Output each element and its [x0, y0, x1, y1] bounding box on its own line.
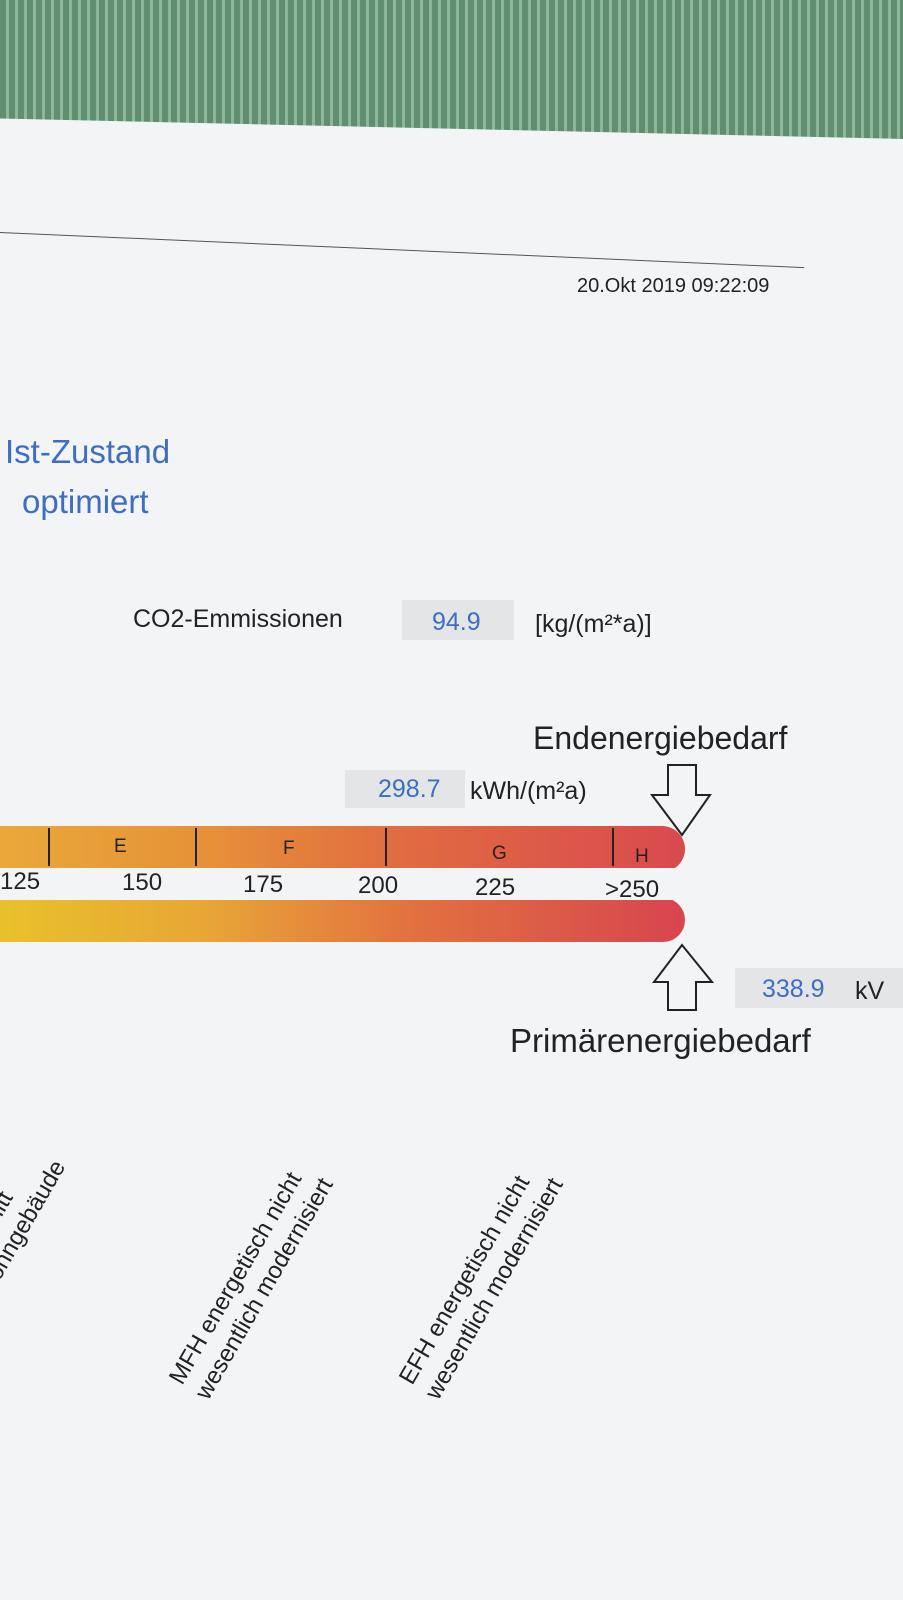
scale-tick: 175	[243, 871, 284, 898]
scale-tick: 125	[0, 868, 41, 895]
scale-mid	[0, 868, 680, 900]
scale-tick: 200	[358, 872, 399, 899]
class-label: G	[492, 843, 507, 864]
legend-optimized: optimiert	[22, 483, 149, 520]
co2-value: 94.9	[432, 608, 481, 636]
class-separator	[612, 828, 614, 866]
final-energy-value: 298.7	[378, 775, 441, 803]
value-box	[735, 968, 903, 1008]
primary-energy-value: 338.9	[762, 975, 825, 1003]
class-label: E	[114, 836, 127, 857]
date: 20.Okt 2019 09:22:09	[577, 275, 770, 297]
value-box	[402, 600, 514, 640]
class-separator	[48, 828, 50, 866]
class-separator	[385, 828, 387, 866]
class-label: H	[635, 846, 649, 867]
primary-energy-unit: kV	[855, 977, 885, 1005]
legend-current: Ist-Zustand	[5, 433, 171, 470]
co2-label: CO2-Emmissionen	[133, 605, 343, 633]
class-separator	[195, 828, 197, 866]
scale-tick: 150	[122, 869, 163, 896]
scale-bottom-band	[0, 898, 685, 942]
primary-energy-label: Primärenergiebedarf	[510, 1022, 811, 1059]
final-energy-label: Endenergiebedarf	[533, 720, 788, 756]
scale-top-band	[0, 826, 685, 872]
value-box	[345, 770, 465, 808]
scale-tick: >250	[605, 876, 660, 903]
class-label: F	[283, 838, 295, 859]
scale-tick: 225	[475, 874, 516, 901]
final-energy-unit: kWh/(m²a)	[470, 777, 587, 805]
co2-unit: [kg/(m²*a)]	[535, 610, 652, 638]
down-arrow	[650, 764, 712, 837]
up-arrow	[651, 943, 715, 1011]
